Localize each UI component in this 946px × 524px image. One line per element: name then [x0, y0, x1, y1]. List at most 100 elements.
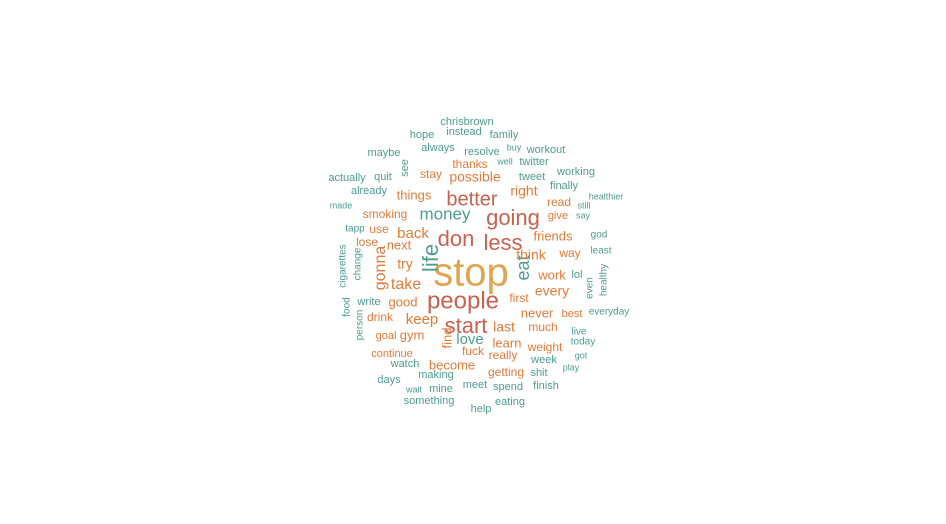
word-meet: meet: [463, 379, 487, 391]
word-buy: buy: [507, 142, 522, 152]
word-love: love: [456, 331, 484, 348]
word-god: god: [591, 230, 608, 241]
word-try: try: [397, 256, 413, 272]
word-weight: weight: [527, 340, 563, 354]
word-live: live: [571, 327, 586, 338]
word-finish: finish: [533, 380, 559, 392]
word-finally: finally: [550, 180, 579, 192]
word-good: good: [389, 294, 418, 309]
word-gonna: gonna: [372, 246, 389, 291]
word-give: give: [548, 210, 568, 222]
word-never: never: [521, 305, 554, 320]
word-change: change: [353, 247, 364, 280]
word-back: back: [397, 225, 429, 242]
word-every: every: [535, 283, 569, 299]
word-don: don: [438, 226, 475, 251]
word-going: going: [486, 205, 540, 230]
word-cigarettes: cigarettes: [338, 244, 349, 287]
word-still: still: [578, 200, 591, 210]
word-next: next: [387, 237, 412, 252]
word-life: life: [418, 244, 443, 272]
word-well: well: [496, 156, 513, 166]
word-actually: actually: [328, 172, 366, 184]
word-use: use: [369, 222, 389, 236]
word-last: last: [493, 319, 515, 335]
word-healthier: healthier: [589, 191, 624, 201]
word-eating: eating: [495, 396, 525, 408]
word-take: take: [391, 276, 421, 293]
word-much: much: [528, 320, 557, 334]
word-working: working: [556, 166, 595, 178]
word-shit: shit: [530, 367, 547, 379]
word-making: making: [418, 369, 453, 381]
word-find: find: [439, 328, 454, 349]
word-watch: watch: [390, 358, 420, 370]
word-smoking: smoking: [363, 207, 408, 221]
word-start: start: [445, 313, 488, 338]
word-possible: possible: [449, 169, 501, 185]
word-tapp: tapp: [345, 224, 365, 235]
word-way: way: [558, 246, 580, 260]
word-instead: instead: [446, 126, 481, 138]
word-stay: stay: [420, 167, 442, 181]
word-eat: eat: [513, 255, 533, 280]
word-today: today: [571, 337, 595, 348]
word-think: think: [516, 247, 547, 263]
word-everyday: everyday: [589, 307, 630, 318]
word-least: least: [590, 246, 611, 257]
word-quit: quit: [374, 171, 392, 183]
word-person: person: [355, 310, 366, 341]
word-already: already: [351, 185, 388, 197]
word-money: money: [419, 204, 471, 223]
word-spend: spend: [493, 381, 523, 393]
word-read: read: [547, 195, 571, 209]
word-less: less: [483, 230, 522, 255]
word-even: even: [585, 277, 596, 299]
word-lose: lose: [356, 235, 378, 249]
word-resolve: resolve: [464, 146, 499, 158]
word-right: right: [510, 183, 537, 199]
word-gym: gym: [400, 327, 425, 342]
word-food: food: [342, 297, 353, 316]
word-really: really: [489, 348, 518, 362]
word-keep: keep: [406, 311, 439, 328]
word-got: got: [575, 350, 588, 360]
word-lol: lol: [571, 269, 582, 281]
word-thanks: thanks: [452, 157, 487, 171]
word-family: family: [490, 129, 519, 141]
word-stop: stop: [433, 251, 509, 295]
word-tweet: tweet: [519, 171, 545, 183]
word-work: work: [537, 267, 566, 282]
word-made: made: [330, 200, 353, 210]
word-things: things: [397, 187, 432, 202]
word-mine: mine: [429, 383, 453, 395]
word-drink: drink: [367, 310, 394, 324]
word-first: first: [509, 291, 529, 305]
word-help: help: [471, 403, 492, 415]
word-days: days: [377, 374, 401, 386]
word-best: best: [562, 308, 583, 320]
word-always: always: [421, 142, 455, 154]
word-healthy: healthy: [599, 264, 610, 296]
word-learn: learn: [493, 335, 522, 350]
word-chrisbrown: chrisbrown: [440, 116, 493, 128]
word-see: see: [399, 159, 411, 177]
word-workout: workout: [526, 144, 566, 156]
word-people: people: [427, 287, 499, 314]
word-play: play: [563, 362, 580, 372]
word-something: something: [404, 395, 455, 407]
word-friends: friends: [533, 228, 573, 243]
word-goal: goal: [376, 330, 397, 342]
word-become: become: [429, 357, 475, 372]
word-say: say: [576, 210, 591, 220]
word-continue: continue: [371, 348, 413, 360]
word-twitter: twitter: [519, 156, 549, 168]
word-maybe: maybe: [367, 147, 400, 159]
word-better: better: [446, 188, 497, 210]
word-fuck: fuck: [462, 344, 485, 358]
word-getting: getting: [488, 365, 524, 379]
word-week: week: [530, 354, 557, 366]
word-hope: hope: [410, 129, 434, 141]
word-write: write: [356, 296, 380, 308]
